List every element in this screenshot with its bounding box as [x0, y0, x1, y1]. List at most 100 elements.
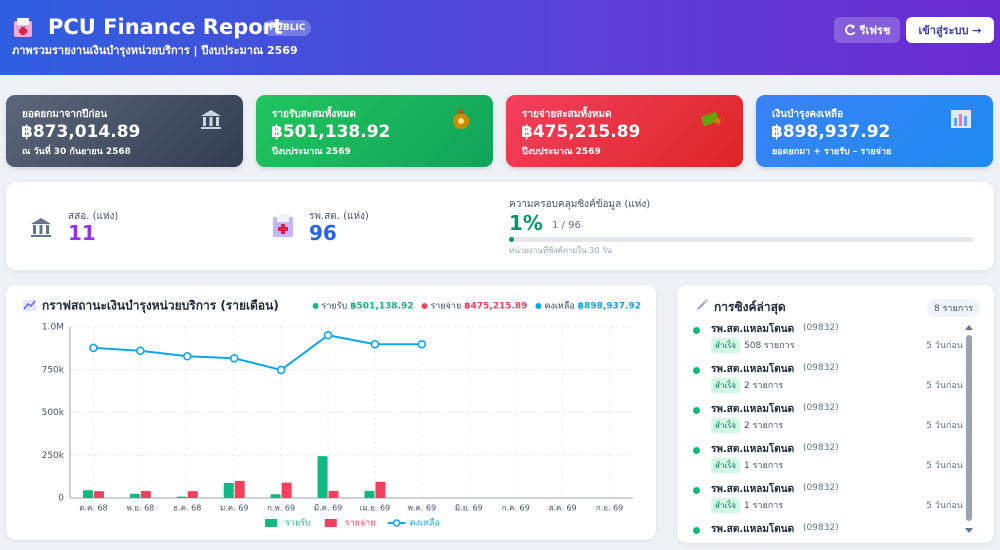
stat-icon	[31, 218, 51, 237]
item-count: 508 รายการ	[744, 341, 795, 351]
sync-item: รพ.สต.แหลมโตนด (09832) สำเร็จ 2 รายการ 5 วัน…	[691, 403, 963, 444]
header: PCU Finance Report PUBLIC ภาพรวมรายงานเง…	[0, 0, 1000, 75]
card-note: ยอดยกมา + รายรับ – รายจ่าย	[772, 147, 892, 157]
refresh-button[interactable]: รีเฟรช	[834, 17, 900, 43]
bar	[281, 482, 292, 498]
card-value: ฿898,937.92	[771, 122, 891, 142]
status-dot	[693, 447, 700, 454]
bar	[140, 490, 151, 498]
item-name: รพ.สต.แหลมโตนด	[711, 484, 795, 495]
summary-dot	[312, 303, 319, 309]
line	[93, 334, 422, 372]
y-tick-label: 250k	[42, 451, 65, 461]
sync-item: รพ.สต.แหลมโตนด (09832)	[691, 523, 963, 543]
card: รายรับสะสมทั้งหมด ฿501,138.92 ปีงบประมาณ…	[256, 95, 493, 167]
x-tick-label: ก.ย. 69	[596, 504, 623, 513]
status-dot	[693, 487, 700, 494]
legend-label: รายจ่าย	[345, 519, 376, 529]
card-label: เงินบำรุงคงเหลือ	[772, 109, 844, 120]
card-label: รายจ่ายสะสมทั้งหมด	[522, 109, 612, 120]
button-label: รีเฟรช	[859, 24, 891, 37]
x-tick-label: มี.ค. 69	[314, 504, 342, 513]
x-tick-label: ส.ค. 69	[549, 504, 577, 513]
bar	[223, 482, 234, 498]
summary-label: รายรับ	[322, 302, 348, 312]
card-label: ยอดยกมาจากปีก่อน	[22, 109, 108, 120]
summary-value: ฿475,215.89	[464, 302, 527, 312]
x-tick-label: เม.ย. 69	[360, 504, 391, 513]
item-count: 1 รายการ	[744, 501, 784, 511]
coverage-count: 1 / 96	[552, 220, 581, 231]
item-code: (09832)	[803, 323, 839, 333]
card: รายจ่ายสะสมทั้งหมด ฿475,215.89 ปีงบประมา…	[506, 95, 743, 167]
line-point	[229, 353, 239, 363]
y-tick-label: 1.0M	[42, 323, 64, 333]
bar	[93, 491, 104, 498]
stat-label: สสอ. (แห่ง)	[68, 211, 119, 222]
bar	[129, 493, 140, 498]
x-tick-label: ธ.ค. 68	[173, 504, 201, 513]
item-time: 5 วันก่อน	[926, 421, 963, 431]
summary-value: ฿501,138.92	[350, 302, 413, 312]
item-code: (09832)	[803, 363, 839, 373]
legend-label: คงเหลือ	[410, 518, 440, 529]
x-tick-label: พ.ย. 68	[126, 504, 154, 513]
bar	[187, 491, 198, 498]
logo-icon	[14, 18, 32, 37]
line-point	[136, 346, 145, 356]
card-note: ณ วันที่ 30 กันยายน 2568	[22, 147, 131, 157]
legend-swatch	[392, 519, 401, 527]
card-icon	[453, 110, 469, 129]
chart-title: กราฟสถานะเงินบำรุงหน่วยบริการ (รายเดือน)	[42, 299, 279, 314]
bar	[328, 490, 339, 498]
item-code: (09832)	[803, 483, 839, 493]
sync-panel: การซิงค์ล่าสุด 8 รายการ รพ.สต.แหลมโตนด (0…	[677, 285, 994, 543]
card-icon	[700, 111, 721, 127]
item-time: 5 วันก่อน	[926, 381, 963, 391]
stats-panel: สสอ. (แห่ง) 11 รพ.สต. (แห่ง) 96 ความครอบ…	[6, 182, 994, 270]
card-note: ปีงบประมาณ 2569	[522, 147, 601, 157]
item-status: สำเร็จ	[711, 418, 741, 433]
item-status: สำเร็จ	[711, 338, 741, 353]
bar	[375, 481, 386, 498]
item-name: รพ.สต.แหลมโตนด	[711, 524, 795, 535]
y-tick-label: 0	[58, 494, 64, 504]
item-status: สำเร็จ	[711, 498, 741, 513]
bar	[82, 490, 93, 498]
legend-label: รายรับ	[285, 519, 311, 529]
card-label: รายรับสะสมทั้งหมด	[272, 109, 356, 120]
line-point	[370, 339, 380, 349]
line-point	[276, 365, 286, 375]
x-tick-label: พ.ค. 69	[408, 504, 436, 513]
sync-icon	[697, 299, 708, 310]
scrollbar[interactable]	[965, 325, 973, 533]
chart-panel: กราฟสถานะเงินบำรุงหน่วยบริการ (รายเดือน)…	[6, 285, 656, 540]
line-point	[323, 330, 333, 340]
coverage-note: หน่วยงานที่ซิงค์ภายใน 30 วัน	[509, 246, 612, 255]
card-value: ฿475,215.89	[521, 122, 641, 142]
item-code: (09832)	[803, 523, 839, 533]
stat-label: รพ.สต. (แห่ง)	[309, 211, 369, 222]
legend-swatch	[265, 519, 278, 527]
card-icon	[201, 110, 221, 129]
item-name: รพ.สต.แหลมโตนด	[711, 324, 795, 335]
item-name: รพ.สต.แหลมโตนด	[711, 404, 795, 415]
sync-item: รพ.สต.แหลมโตนด (09832) สำเร็จ 2 รายการ 5 วัน…	[691, 363, 963, 404]
badge: PUBLIC	[263, 20, 312, 36]
login-button[interactable]: เข้าสู่ระบบ →	[906, 17, 994, 43]
line-point	[417, 339, 427, 349]
line-point	[89, 343, 98, 353]
line-point	[182, 351, 192, 361]
sync-item: รพ.สต.แหลมโตนด (09832) สำเร็จ 1 รายการ 5 วัน…	[691, 443, 963, 484]
x-tick-label: ม.ค. 69	[220, 504, 248, 513]
stat-icon	[273, 214, 293, 237]
item-time: 5 วันก่อน	[926, 501, 963, 511]
x-tick-label: ต.ค. 68	[79, 504, 107, 513]
progress-track	[509, 237, 974, 242]
status-dot	[693, 407, 700, 414]
summary-dot	[535, 303, 542, 309]
bar	[364, 490, 375, 498]
y-tick-label: 500k	[42, 408, 65, 418]
sync-badge: 8 รายการ	[927, 299, 981, 317]
